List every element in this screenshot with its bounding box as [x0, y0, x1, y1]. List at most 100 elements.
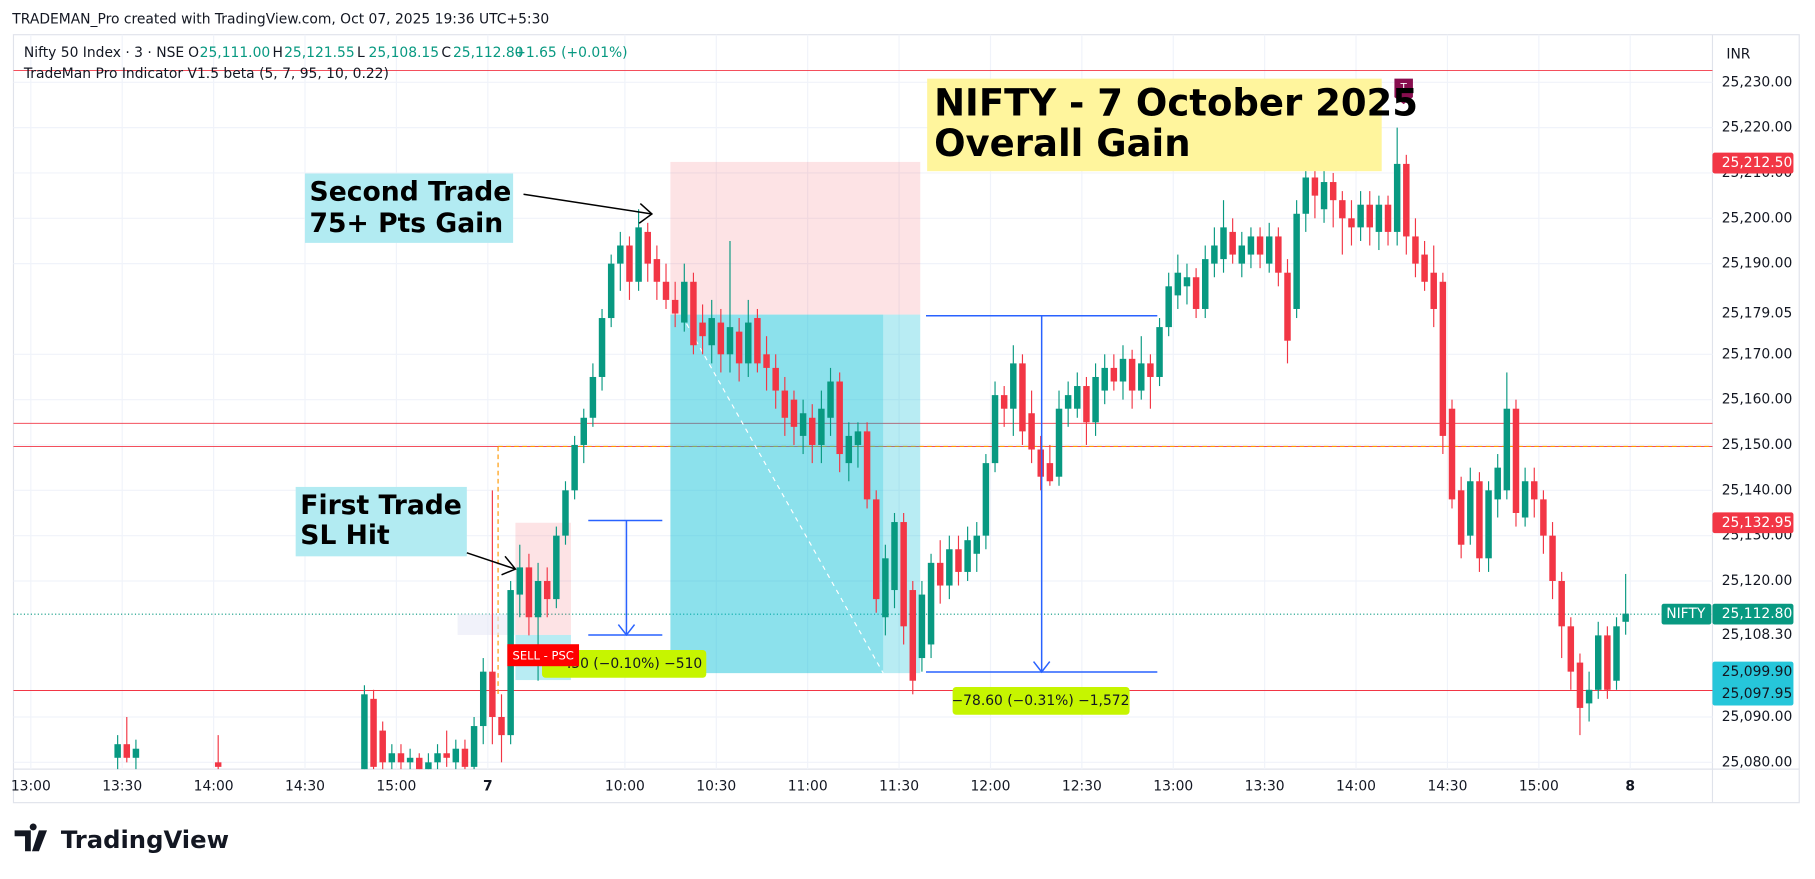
candle-body — [918, 594, 926, 659]
candle-body — [1138, 363, 1145, 391]
y-tick-label: 25,190.00 — [1722, 256, 1793, 272]
candle-body — [781, 390, 789, 418]
candle-body — [1000, 395, 1008, 409]
candle-body — [1403, 163, 1410, 237]
y-tick-label: 25,120.00 — [1722, 573, 1793, 589]
candle-body — [1192, 277, 1200, 309]
x-tick-label: 7 — [483, 778, 493, 794]
trade-path — [686, 323, 884, 674]
candle-body — [1375, 204, 1383, 232]
candle-body — [361, 694, 368, 770]
measure — [588, 314, 1158, 674]
candle-body — [900, 522, 907, 627]
y-tick-label: 25,160.00 — [1722, 392, 1793, 408]
candle-body — [1101, 367, 1108, 391]
x-tick-label: 10:00 — [605, 778, 645, 794]
candle-body — [1339, 200, 1346, 219]
candle-body — [1128, 358, 1136, 391]
candle-body — [1284, 272, 1291, 341]
x-tick-label: 12:30 — [1062, 778, 1102, 794]
candle-body — [123, 744, 131, 758]
note: First Trade — [300, 490, 462, 521]
measure-label-box — [952, 687, 1130, 715]
candle-body — [1037, 449, 1044, 477]
y-tick-label: 25,170.00 — [1722, 346, 1793, 362]
candle-body — [397, 753, 405, 763]
candle-body — [452, 748, 460, 763]
x-tick-label: 8 — [1625, 778, 1635, 794]
candle-body — [1594, 635, 1602, 690]
marker — [1394, 78, 1413, 105]
candle-body — [1202, 259, 1209, 309]
candle-body — [1485, 490, 1492, 559]
price-tag — [1712, 661, 1794, 706]
candle-body — [1585, 689, 1593, 704]
x-tick-label: 15:00 — [376, 778, 416, 794]
candle-body — [434, 753, 441, 763]
price-tag — [1713, 303, 1793, 324]
x-tick-label: 14:30 — [285, 778, 325, 794]
legend-key: O — [188, 45, 199, 61]
candle-body — [1156, 327, 1163, 377]
candle-body — [479, 671, 487, 727]
candle-body — [690, 281, 697, 346]
candle-body — [470, 726, 478, 767]
candle-body — [1622, 613, 1629, 622]
candle-body — [927, 562, 935, 645]
candle-body — [1412, 236, 1419, 264]
candle-body — [653, 259, 661, 282]
candle-body — [1329, 182, 1337, 201]
note-box — [295, 486, 467, 557]
candle-body — [607, 263, 615, 319]
candle-body — [790, 399, 798, 427]
candle-body — [818, 408, 825, 445]
candle-body — [562, 490, 569, 536]
candle-body — [516, 567, 524, 595]
candle-body — [1229, 231, 1236, 255]
candle-body — [991, 395, 999, 464]
candle-body — [726, 327, 734, 355]
y-tick-label: 25,200.00 — [1722, 210, 1793, 226]
candle-body — [379, 730, 386, 763]
candle-body — [1348, 218, 1355, 228]
candle-body — [1220, 227, 1227, 260]
candle-body — [1613, 626, 1620, 681]
indicator: TradeMan Pro Indicator V1.5 beta (5, 7, … — [23, 66, 389, 82]
price-tag — [1712, 603, 1794, 625]
candle-body — [425, 762, 432, 770]
candle-body — [809, 417, 816, 445]
x-tick-label: 14:00 — [1336, 778, 1376, 794]
candle-body — [1083, 386, 1090, 423]
y-tick-label: 25,230.00 — [1722, 74, 1793, 90]
candle-body — [699, 322, 706, 337]
candle-body — [1275, 236, 1282, 273]
price-tag-label: 25,097.95 — [1722, 686, 1793, 702]
candle-body — [1512, 408, 1520, 513]
candle-body — [1256, 236, 1264, 255]
candle-body — [799, 413, 807, 436]
headline: NIFTY - 7 October 2025 — [934, 82, 1418, 125]
candle-body — [534, 580, 542, 618]
candle-body — [214, 762, 222, 767]
candle-body — [1540, 499, 1547, 536]
price-tag-label: 25,179.05 — [1722, 305, 1793, 321]
symbol: Nifty 50 Index · 3 · NSE — [24, 45, 184, 61]
measure-label: −78.60 (−0.31%) −1,572 — [952, 693, 1130, 709]
candle-body — [982, 463, 990, 536]
candle-body — [1457, 490, 1465, 545]
candle-body — [936, 562, 944, 586]
candle-body — [443, 753, 450, 758]
candle-body — [827, 381, 834, 418]
candle-body — [1147, 363, 1154, 377]
stop-zone — [515, 522, 571, 635]
candle-body — [863, 431, 871, 500]
candle-body — [1311, 177, 1319, 196]
candle-body — [854, 431, 862, 445]
candle-body — [1064, 395, 1072, 409]
x-tick-label: 11:30 — [879, 778, 919, 794]
price-tag-label: 25,108.30 — [1722, 627, 1793, 643]
price-tag-label: 25,112.80 — [1722, 606, 1793, 622]
candle-body — [1165, 286, 1172, 328]
